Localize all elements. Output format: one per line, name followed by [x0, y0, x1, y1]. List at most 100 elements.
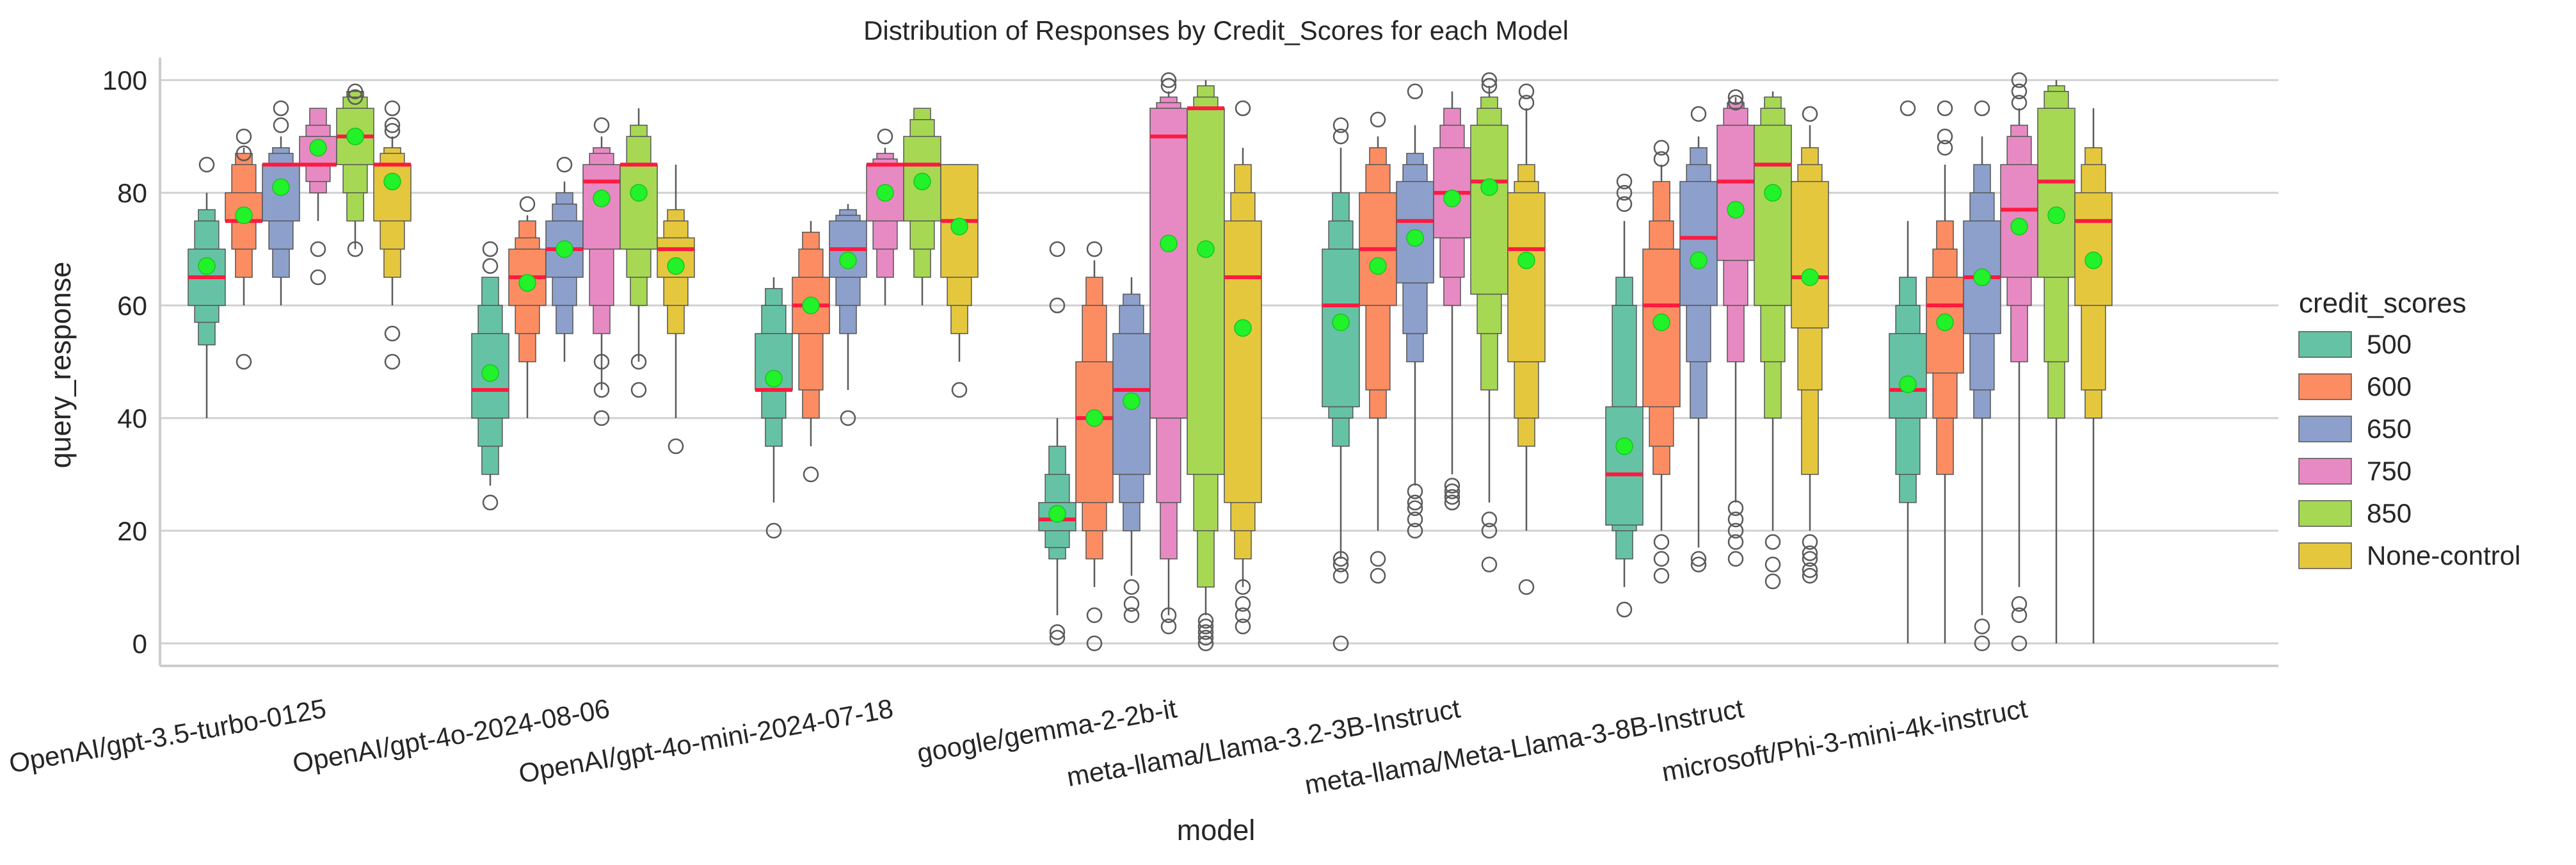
boxen-0-0 [188, 156, 226, 418]
outlier-point [1332, 551, 1349, 567]
mean-point [1123, 392, 1140, 410]
outlier-point [519, 196, 536, 212]
outlier-point [1802, 534, 1818, 550]
outlier-point [1332, 556, 1349, 572]
outlier-point [1235, 579, 1251, 595]
mean-point [2084, 251, 2102, 270]
outlier-point [1160, 77, 1177, 94]
boxen-2-5 [940, 164, 979, 398]
outlier-point [2011, 595, 2028, 612]
outlier-point [1160, 607, 1177, 624]
outlier-point [1332, 635, 1349, 652]
outlier-point [1727, 522, 1744, 539]
outlier-point [877, 128, 893, 145]
outlier-point [1937, 100, 1953, 117]
outlier-point [1727, 89, 1744, 105]
legend-swatch-None-control [2298, 542, 2352, 569]
outlier-point [556, 156, 573, 173]
boxen-4-1 [1359, 111, 1397, 584]
outlier-point [1653, 151, 1670, 167]
outlier-point [1370, 568, 1386, 584]
outlier-point [198, 156, 215, 173]
boxen-6-2 [1963, 100, 2001, 652]
mean-point [309, 138, 327, 157]
outlier-point [1444, 494, 1460, 511]
mean-point [1973, 268, 1991, 286]
mean-point [593, 190, 611, 207]
outlier-point [1937, 140, 1953, 156]
outlier-point [347, 241, 364, 257]
boxen-5-5 [1791, 106, 1829, 584]
boxen-1-5 [657, 165, 695, 455]
mean-point [950, 218, 968, 236]
outlier-point [1332, 128, 1349, 145]
outlier-point [1235, 100, 1251, 117]
outlier-point [593, 410, 610, 426]
boxen-5-1 [1642, 140, 1681, 584]
outlier-point [1764, 534, 1781, 550]
mean-point [1332, 313, 1350, 332]
mean-point [913, 172, 931, 191]
outlier-point [1407, 500, 1423, 516]
outlier-point [1332, 568, 1349, 584]
mean-point [383, 172, 401, 191]
outlier-point [482, 258, 499, 274]
chart-title: Distribution of Responses by Credit_Scor… [863, 15, 1569, 45]
mean-point [876, 184, 894, 202]
mean-point [481, 364, 499, 382]
mean-point [1727, 200, 1745, 219]
y-tick-label-40: 40 [117, 403, 147, 433]
y-tick-label-20: 20 [117, 516, 147, 546]
boxen-5-4 [1754, 91, 1792, 590]
boxen-3-0 [1038, 241, 1076, 646]
outlier-point [1764, 556, 1781, 572]
outlier-point [1370, 551, 1386, 567]
outlier-point [1727, 95, 1744, 111]
boxen-2-3 [866, 128, 904, 306]
boxen-box [1075, 361, 1114, 503]
legend-label-600: 600 [2367, 371, 2412, 401]
outlier-point [310, 269, 326, 286]
boxen-2-4 [903, 108, 941, 306]
outlier-point [1370, 111, 1386, 128]
outlier-point [1690, 551, 1707, 567]
boxen-0-5 [373, 100, 412, 370]
mean-point [2010, 218, 2028, 236]
outlier-point [1481, 72, 1498, 88]
legend-label-500: 500 [2367, 329, 2412, 359]
outlier-point [384, 325, 401, 342]
mean-point [1234, 319, 1252, 337]
outlier-point [1802, 562, 1818, 578]
outlier-point [1481, 512, 1498, 528]
outlier-point [1690, 556, 1707, 572]
mean-point [1160, 234, 1178, 253]
mean-point [1443, 190, 1461, 207]
boxen-2-2 [829, 204, 867, 426]
boxen-6-5 [2074, 108, 2113, 643]
y-tick-label-0: 0 [132, 629, 147, 659]
outlier-point [1974, 618, 1990, 635]
mean-point [1517, 251, 1535, 270]
outlier-point [1197, 618, 1214, 635]
outlier-point [593, 117, 610, 133]
y-ticks: 0 20 40 60 80 100 [102, 65, 147, 659]
y-tick-label-60: 60 [117, 291, 147, 321]
boxen-5-3 [1716, 89, 1755, 567]
mean-point [346, 127, 364, 145]
outlier-point [1049, 624, 1066, 640]
mean-point [272, 178, 290, 197]
boxen-1-3 [582, 117, 621, 426]
outlier-point [1049, 629, 1066, 646]
mean-point [1615, 437, 1633, 455]
boxen-2-0 [755, 277, 793, 539]
boxen-1-0 [471, 241, 509, 511]
boxen-3-5 [1224, 100, 1262, 635]
outlier-point [236, 128, 252, 145]
outlier-point [1653, 140, 1670, 156]
outlier-point [668, 438, 684, 455]
outlier-point [1653, 534, 1670, 550]
legend: credit_scores 500 600 650 750 850 None-contro… [2298, 287, 2520, 570]
y-tick-label-80: 80 [117, 178, 147, 208]
